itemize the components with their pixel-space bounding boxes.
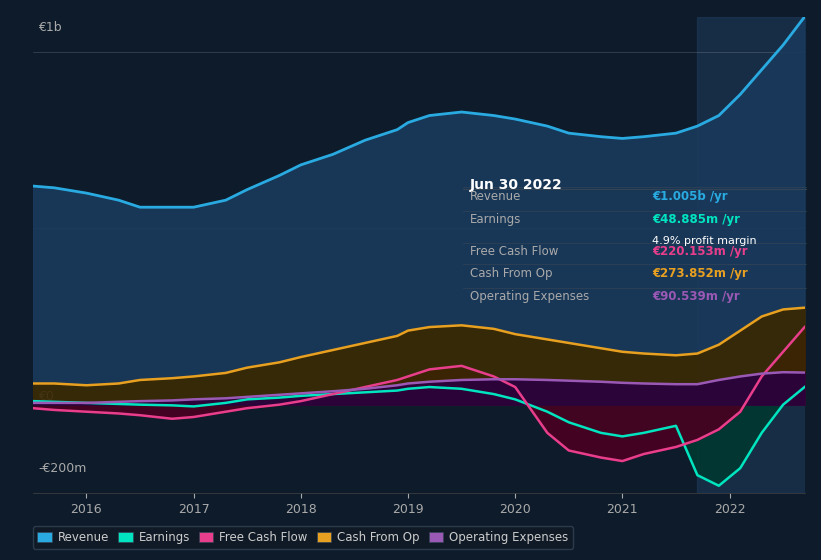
Text: Cash From Op: Cash From Op xyxy=(470,267,553,280)
Text: €273.852m /yr: €273.852m /yr xyxy=(652,267,748,280)
Legend: Revenue, Earnings, Free Cash Flow, Cash From Op, Operating Expenses: Revenue, Earnings, Free Cash Flow, Cash … xyxy=(33,526,573,549)
Text: €1b: €1b xyxy=(39,21,62,34)
Text: Free Cash Flow: Free Cash Flow xyxy=(470,245,558,258)
Text: €1.005b /yr: €1.005b /yr xyxy=(652,190,727,203)
Text: €48.885m /yr: €48.885m /yr xyxy=(652,213,740,226)
Text: Earnings: Earnings xyxy=(470,213,521,226)
Text: €90.539m /yr: €90.539m /yr xyxy=(652,290,740,303)
Bar xyxy=(697,17,805,493)
Text: Jun 30 2022: Jun 30 2022 xyxy=(470,178,562,192)
Text: 4.9% profit margin: 4.9% profit margin xyxy=(652,236,757,246)
Text: €0: €0 xyxy=(39,390,54,403)
Text: -€200m: -€200m xyxy=(39,462,86,475)
Text: €220.153m /yr: €220.153m /yr xyxy=(652,245,748,258)
Text: Operating Expenses: Operating Expenses xyxy=(470,290,589,303)
Text: Revenue: Revenue xyxy=(470,190,521,203)
